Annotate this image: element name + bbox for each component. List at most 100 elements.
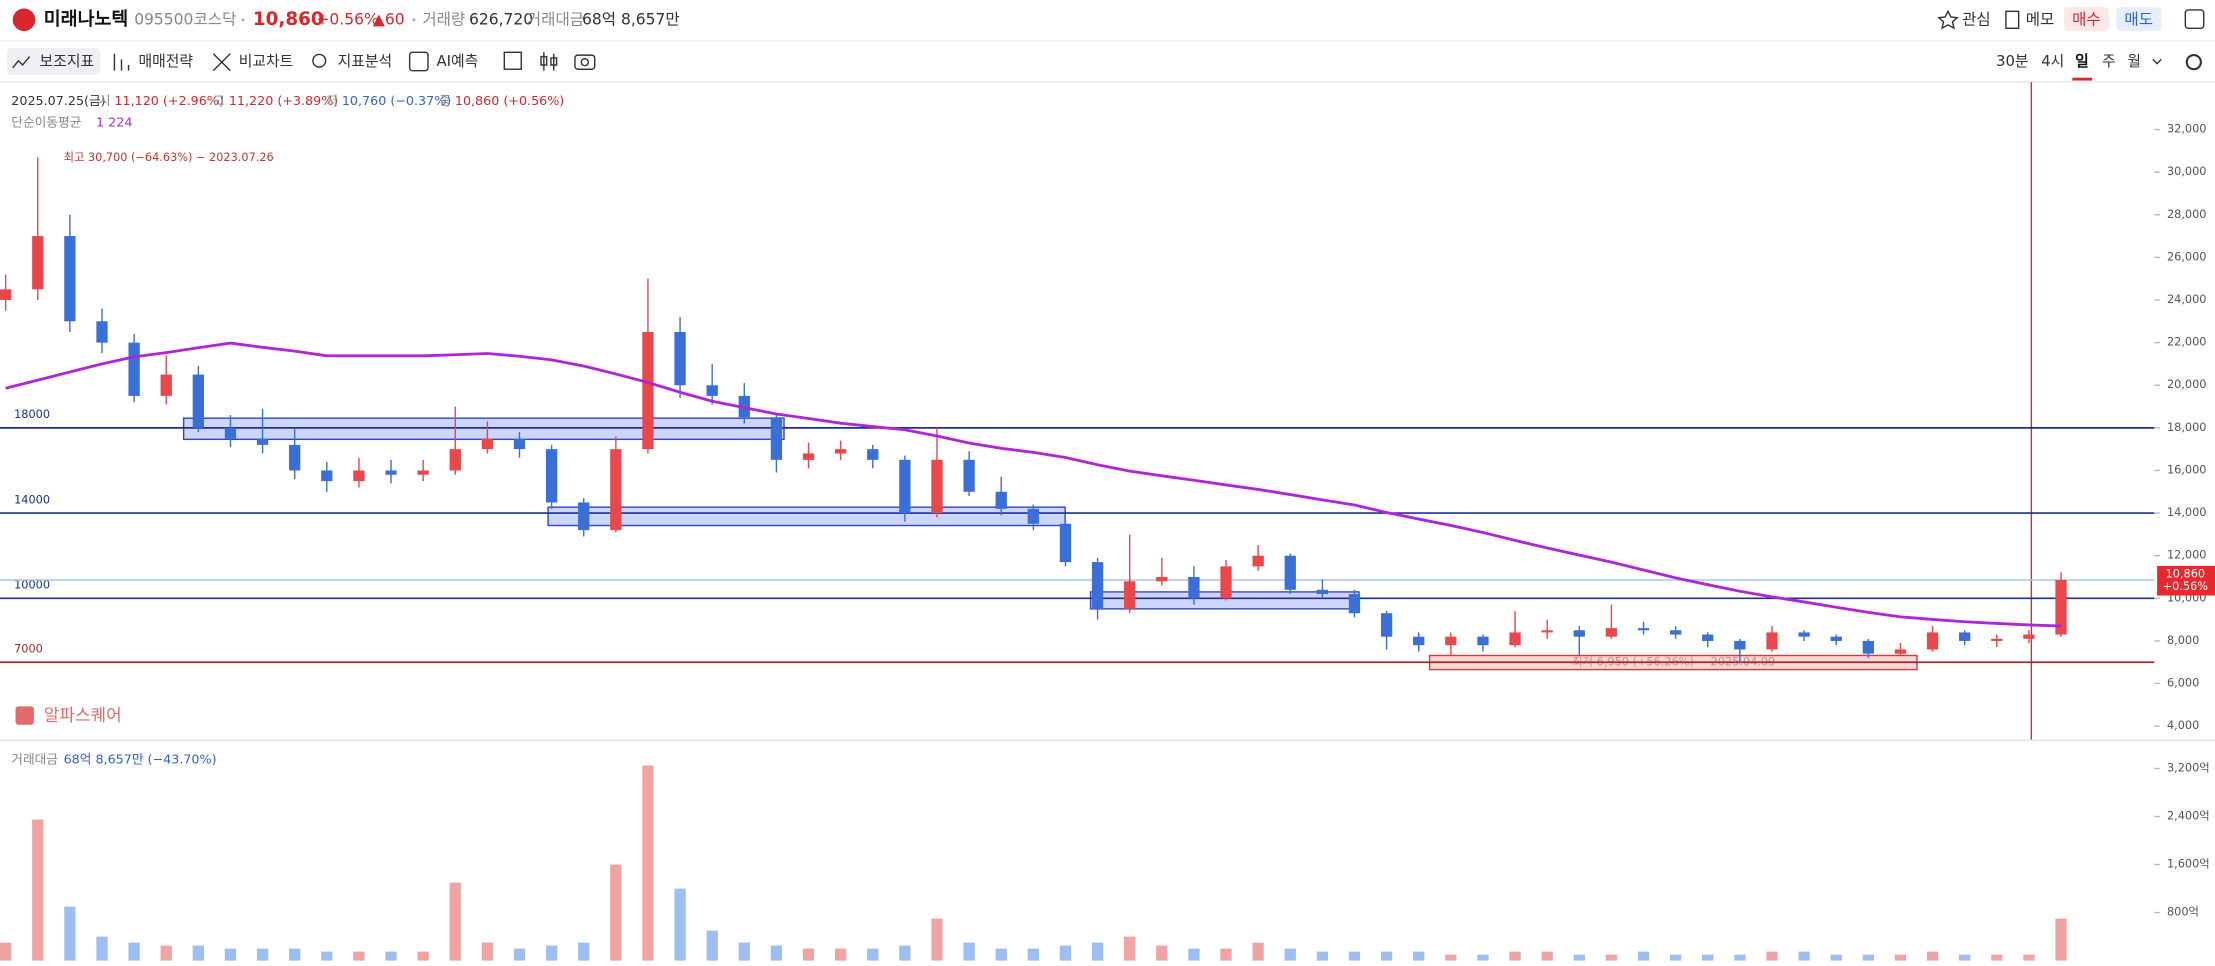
volume: 626,720 bbox=[469, 10, 533, 28]
tool-icon bbox=[113, 53, 130, 71]
amount-label: 거래대금 bbox=[527, 10, 584, 28]
candle-body bbox=[224, 427, 237, 439]
candle-body bbox=[1316, 589, 1329, 595]
volume-bar bbox=[706, 930, 718, 961]
y-tick-label: 20,000 bbox=[2167, 378, 2207, 391]
period-button[interactable]: 일 bbox=[2075, 53, 2089, 70]
volume-bar bbox=[642, 765, 654, 961]
volume-bar bbox=[545, 945, 558, 961]
tool-button[interactable]: AI예측 bbox=[437, 53, 479, 70]
y-tick-label: 14,000 bbox=[2167, 506, 2207, 519]
y-tick-label: 8,000 bbox=[2167, 634, 2199, 647]
buy-button[interactable]: 매수 bbox=[2072, 10, 2101, 28]
info-open: 11,120 (+2.96%) bbox=[114, 93, 223, 108]
volume-subtitle: 68억 8,657만 (−43.70%) bbox=[64, 752, 217, 767]
volume-bar bbox=[1894, 954, 1907, 961]
tool-icon bbox=[408, 51, 429, 72]
volume-bar bbox=[1316, 951, 1329, 961]
tool-button[interactable]: 보조지표 bbox=[40, 53, 95, 70]
candle-body bbox=[449, 449, 461, 471]
memo-icon[interactable] bbox=[2005, 10, 2020, 29]
candle-body bbox=[995, 491, 1007, 509]
amount: 68억 8,657만 bbox=[582, 10, 680, 28]
watch-button[interactable]: 관심 bbox=[1962, 10, 1991, 28]
buy-button-bg[interactable] bbox=[2063, 7, 2110, 32]
tool-icon bbox=[312, 53, 327, 68]
candle-body bbox=[1284, 555, 1296, 590]
volume-bar bbox=[1220, 948, 1232, 961]
sell-button[interactable]: 매도 bbox=[2124, 10, 2153, 28]
volume-bar bbox=[385, 951, 397, 961]
tool-icon bbox=[212, 53, 231, 72]
info-close-label: 종 bbox=[439, 93, 451, 108]
candle-body bbox=[1702, 634, 1714, 641]
candle-body bbox=[160, 374, 172, 396]
volume-bar bbox=[32, 819, 44, 961]
candle-body bbox=[289, 444, 301, 471]
candle-body bbox=[1156, 577, 1168, 582]
volume-bar bbox=[1509, 951, 1521, 961]
tool-button[interactable]: 비교차트 bbox=[239, 53, 294, 70]
volume-bar bbox=[128, 942, 140, 961]
volume-bar bbox=[1830, 954, 1842, 961]
candle-body bbox=[417, 470, 429, 475]
sell-button-bg[interactable] bbox=[2116, 7, 2162, 32]
level-label: 7000 bbox=[14, 643, 43, 656]
stock-code: 095500 bbox=[134, 10, 193, 28]
candle-body bbox=[1059, 523, 1072, 563]
tool-icon bbox=[12, 56, 31, 69]
y-tick-label: 16,000 bbox=[2167, 463, 2207, 476]
market: 코스닥 bbox=[194, 10, 237, 28]
volume-bar bbox=[1027, 948, 1039, 961]
chevron[interactable] bbox=[2152, 58, 2162, 65]
memo-button[interactable]: 메모 bbox=[2026, 10, 2055, 28]
price: 10,860 bbox=[253, 9, 324, 30]
panel-icon[interactable] bbox=[2184, 9, 2205, 29]
tool-button[interactable]: 매매전략 bbox=[138, 53, 193, 70]
volume-bar bbox=[481, 942, 494, 961]
candle-body bbox=[1380, 613, 1393, 637]
moving-average bbox=[5, 341, 2062, 628]
volume-bar bbox=[1059, 945, 1072, 961]
volume-bar bbox=[1702, 954, 1714, 961]
volume-bar bbox=[770, 945, 783, 961]
volume-bar bbox=[1605, 954, 1618, 961]
ma-period: 1 224 bbox=[96, 114, 132, 129]
volume-bar bbox=[802, 948, 815, 961]
volume-bar bbox=[1445, 954, 1457, 961]
period-button[interactable]: 월 bbox=[2127, 53, 2141, 70]
volume-bar bbox=[1862, 954, 1874, 961]
candle-body bbox=[899, 459, 911, 514]
volume-bar bbox=[1188, 948, 1200, 961]
candle-body bbox=[1669, 630, 1682, 635]
candle-body bbox=[353, 470, 365, 482]
period-button[interactable]: 4시 bbox=[2041, 53, 2064, 70]
tool-button[interactable]: 지표분석 bbox=[338, 53, 393, 70]
settings-icon[interactable] bbox=[2185, 54, 2202, 71]
candle-tool[interactable] bbox=[540, 52, 558, 71]
volume-bar bbox=[1380, 951, 1393, 961]
volume-bar bbox=[1124, 936, 1136, 961]
candle-body bbox=[1894, 649, 1907, 654]
camera-lens bbox=[580, 57, 590, 67]
logo bbox=[12, 8, 36, 32]
candle-body bbox=[481, 438, 494, 450]
candle-body bbox=[1926, 632, 1939, 650]
star-icon[interactable] bbox=[1937, 9, 1959, 30]
square-tool[interactable] bbox=[503, 51, 522, 70]
candle-body bbox=[1959, 632, 1971, 641]
y-tick-label: 3,200억 bbox=[2167, 762, 2210, 775]
candle-body bbox=[1605, 628, 1618, 637]
volume-bar bbox=[1348, 951, 1361, 961]
candle-body bbox=[802, 453, 815, 460]
volume-title: 거래대금 bbox=[11, 752, 58, 767]
candle-body bbox=[1477, 636, 1489, 646]
camera-tool[interactable] bbox=[574, 54, 596, 70]
candle-body bbox=[96, 321, 108, 343]
period-button[interactable]: 30분 bbox=[1996, 53, 2029, 70]
zone-box bbox=[182, 417, 785, 441]
period-button[interactable]: 주 bbox=[2102, 53, 2116, 70]
candle-body bbox=[1091, 562, 1104, 609]
candle-body bbox=[1766, 632, 1778, 650]
y-tick-label: 800억 bbox=[2167, 906, 2199, 919]
